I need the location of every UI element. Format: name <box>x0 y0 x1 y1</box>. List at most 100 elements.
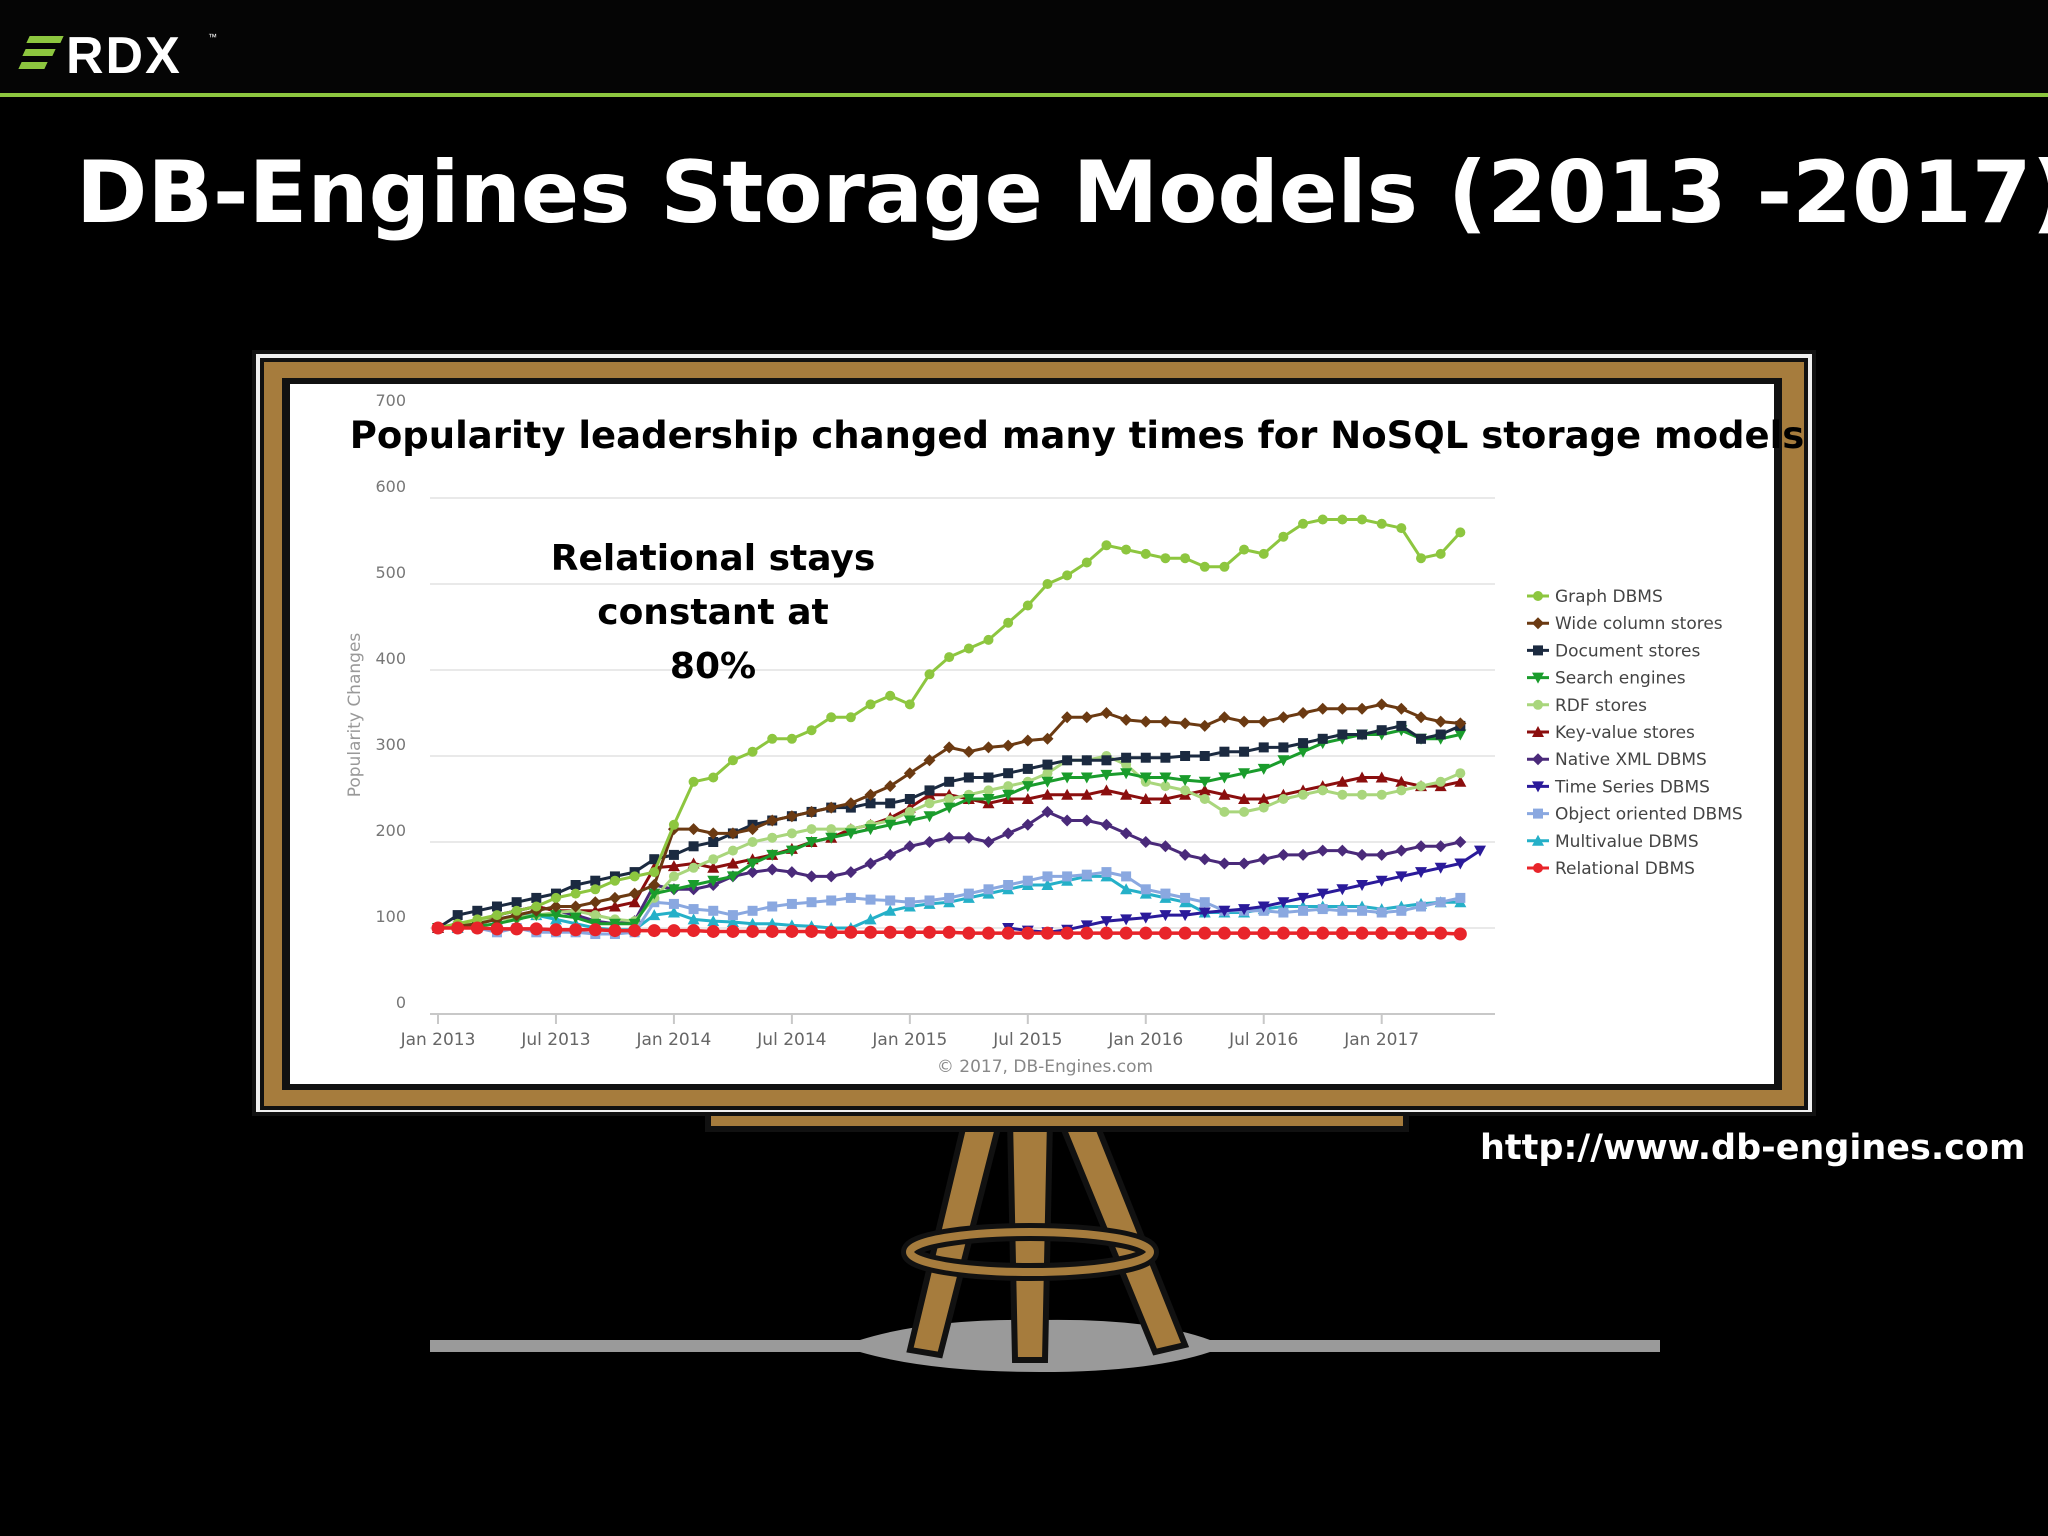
data-point <box>1021 793 1034 804</box>
data-point <box>1041 805 1054 818</box>
data-point <box>962 831 975 844</box>
legend-marker <box>1532 672 1544 684</box>
data-point <box>963 643 974 654</box>
data-point <box>826 824 837 835</box>
data-point <box>1454 775 1467 787</box>
data-point <box>983 785 994 796</box>
data-point <box>1375 875 1388 887</box>
data-point <box>1317 785 1328 796</box>
legend-marker <box>1533 699 1543 710</box>
data-point <box>1080 788 1093 800</box>
data-point <box>1454 836 1467 848</box>
data-point <box>944 892 955 903</box>
data-point <box>1159 840 1172 853</box>
chart-annotation-line-1: Relational stays <box>551 538 876 579</box>
chart-ylabel: Popularity Changes <box>345 633 365 798</box>
data-point <box>470 921 484 935</box>
data-point <box>1160 752 1171 763</box>
data-point <box>1337 789 1348 800</box>
data-point <box>472 914 483 925</box>
data-point <box>549 900 562 913</box>
data-point <box>1061 711 1074 724</box>
data-point <box>1257 853 1270 866</box>
data-point <box>608 891 621 904</box>
data-point <box>668 819 679 830</box>
data-point <box>943 831 956 844</box>
data-point <box>825 832 838 844</box>
data-point <box>649 867 660 878</box>
data-point <box>1100 916 1113 928</box>
data-point <box>1199 561 1210 572</box>
data-point <box>628 887 641 900</box>
chart-legend: Graph DBMS Wide column stores Document sto… <box>1527 587 1743 879</box>
data-point <box>1238 904 1251 916</box>
data-point <box>1237 926 1251 940</box>
legend-label: Native XML DBMS <box>1555 750 1707 770</box>
y-tick-label: 200 <box>375 821 406 840</box>
data-point <box>903 840 916 853</box>
legend-item: Multivalue DBMS <box>1527 832 1699 852</box>
data-point <box>1435 548 1446 559</box>
data-point <box>883 925 897 939</box>
data-point <box>982 794 995 805</box>
data-point <box>1276 926 1290 940</box>
data-point <box>962 745 975 758</box>
data-point <box>1337 514 1348 525</box>
data-point <box>451 921 465 935</box>
data-point <box>982 836 995 848</box>
data-point <box>845 892 856 903</box>
data-point <box>629 871 640 882</box>
data-point <box>884 848 897 861</box>
legend-item: Object oriented DBMS <box>1527 805 1743 825</box>
data-point <box>688 841 699 852</box>
data-point <box>982 741 995 754</box>
data-point <box>1238 793 1251 804</box>
data-point <box>1356 771 1369 783</box>
legend-label: Wide column stores <box>1555 614 1723 634</box>
data-point <box>706 924 720 938</box>
data-point <box>1021 781 1034 793</box>
data-point <box>805 870 818 883</box>
data-point <box>570 888 581 899</box>
data-point <box>1239 746 1250 757</box>
x-tick-label: Jul 2013 <box>520 1030 590 1050</box>
data-point <box>667 860 680 872</box>
data-point <box>805 805 818 818</box>
data-point <box>1257 715 1270 728</box>
data-point <box>1258 802 1269 813</box>
data-point <box>510 922 524 936</box>
data-point <box>904 794 915 804</box>
header-bar <box>0 0 2048 96</box>
data-point <box>1218 711 1231 724</box>
data-point <box>1455 527 1466 538</box>
data-point <box>1199 751 1210 761</box>
data-point <box>826 712 837 723</box>
data-point <box>688 862 699 873</box>
data-point <box>1317 904 1328 915</box>
data-point <box>588 923 602 937</box>
data-point <box>1258 742 1269 753</box>
data-point <box>766 849 779 861</box>
data-point <box>1218 788 1231 800</box>
data-point <box>688 904 699 915</box>
legend-marker <box>1532 781 1544 793</box>
data-point <box>844 828 857 840</box>
data-point <box>608 924 622 938</box>
data-point <box>1376 725 1387 736</box>
data-point <box>727 755 738 766</box>
chart-credit: © 2017, DB-Engines.com <box>937 1057 1153 1077</box>
data-point <box>608 900 621 912</box>
data-point <box>1139 836 1152 848</box>
data-point <box>590 910 601 921</box>
data-point <box>529 922 543 936</box>
data-point <box>1060 926 1074 940</box>
data-point <box>1474 845 1486 857</box>
data-point <box>1080 772 1093 784</box>
data-point <box>1022 875 1033 886</box>
data-point <box>1099 926 1113 940</box>
legend-marker <box>1533 863 1543 873</box>
data-point <box>1081 557 1092 568</box>
data-point <box>1080 926 1094 940</box>
data-point <box>1062 570 1073 581</box>
